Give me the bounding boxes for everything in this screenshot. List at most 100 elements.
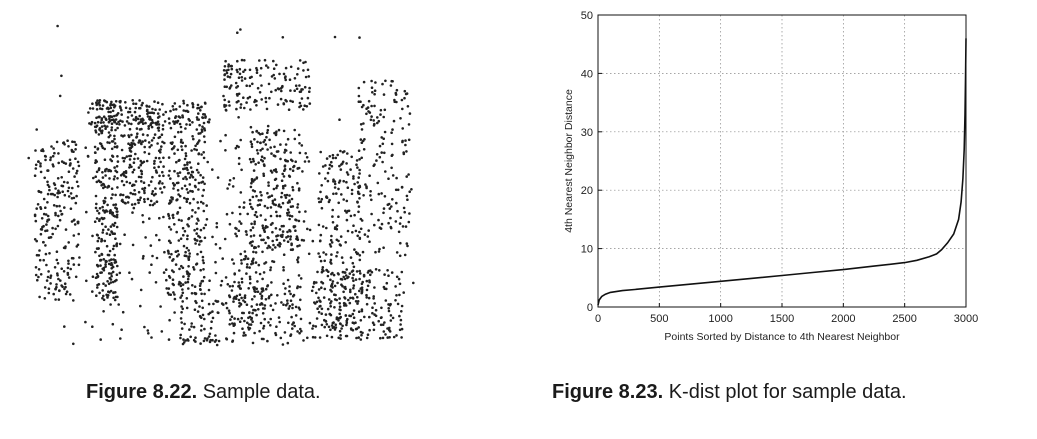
scatter-point <box>214 271 218 275</box>
scatter-point <box>394 299 397 302</box>
scatter-point <box>120 328 123 332</box>
scatter-point <box>27 156 31 160</box>
scatter-point <box>357 94 361 98</box>
scatter-point <box>139 159 143 163</box>
scatter-point <box>182 102 186 105</box>
scatter-point <box>319 233 323 237</box>
scatter-point <box>142 254 145 258</box>
scatter-point <box>203 236 207 240</box>
scatter-point <box>254 271 258 274</box>
scatter-point <box>257 131 261 135</box>
scatter-point <box>254 251 258 254</box>
scatter-point <box>252 160 255 163</box>
scatter-point <box>181 226 185 230</box>
scatter-point <box>191 190 194 193</box>
scatter-point <box>370 270 374 274</box>
scatter-point <box>390 142 394 146</box>
scatter-point <box>151 175 154 179</box>
scatter-point <box>191 121 194 124</box>
scatter-point <box>211 338 214 342</box>
scatter-point <box>360 156 364 160</box>
scatter-point <box>383 321 386 324</box>
scatter-point <box>269 266 273 269</box>
scatter-point <box>359 319 363 322</box>
scatter-point <box>56 24 59 28</box>
scatter-point <box>249 228 253 232</box>
scatter-point <box>366 284 370 288</box>
scatter-point <box>395 251 399 254</box>
scatter-point <box>398 282 402 286</box>
scatter-point <box>128 147 131 150</box>
scatter-point <box>132 102 135 105</box>
scatter-point <box>215 222 219 225</box>
scatter-point <box>274 302 277 305</box>
scatter-point <box>99 121 103 124</box>
scatter-point <box>329 245 333 248</box>
scatter-point <box>176 148 180 152</box>
scatter-point <box>333 180 337 183</box>
scatter-point <box>237 76 241 79</box>
scatter-point <box>235 86 238 89</box>
scatter-point <box>101 104 105 107</box>
scatter-point <box>110 274 113 278</box>
scatter-point <box>194 144 197 148</box>
scatter-point <box>113 253 116 257</box>
scatter-point <box>189 166 193 169</box>
scatter-point <box>39 164 42 168</box>
scatter-point <box>144 139 147 142</box>
scatter-point <box>294 218 297 221</box>
scatter-point <box>113 261 117 264</box>
scatter-point <box>367 110 370 113</box>
scatter-point <box>282 102 286 105</box>
scatter-point <box>248 68 252 72</box>
scatter-point <box>103 200 107 203</box>
scatter-point <box>108 233 112 236</box>
scatter-point <box>395 275 399 279</box>
scatter-point <box>228 104 231 107</box>
scatter-point <box>95 103 98 107</box>
scatter-point <box>84 146 87 149</box>
scatter-point <box>259 214 263 217</box>
scatter-point <box>334 326 338 329</box>
scatter-point <box>382 137 386 140</box>
scatter-point <box>93 151 97 154</box>
scatter-point <box>383 273 386 276</box>
scatter-point <box>95 116 98 120</box>
scatter-point <box>379 323 383 327</box>
scatter-point <box>186 237 189 241</box>
scatter-point <box>151 190 155 193</box>
scatter-point <box>259 292 262 296</box>
scatter-point <box>373 286 376 289</box>
scatter-point <box>52 204 56 207</box>
scatter-point <box>68 164 72 167</box>
scatter-point <box>116 126 119 130</box>
scatter-point <box>334 156 338 160</box>
scatter-point <box>296 206 299 209</box>
scatter-point <box>281 201 285 205</box>
scatter-point <box>143 145 146 149</box>
scatter-point <box>197 188 200 191</box>
x-tick-label: 2000 <box>831 313 855 325</box>
scatter-point <box>380 136 384 139</box>
scatter-point <box>371 306 374 310</box>
scatter-point <box>114 128 117 132</box>
scatter-point <box>130 122 133 126</box>
scatter-point <box>338 164 341 168</box>
scatter-point <box>359 338 363 341</box>
scatter-point <box>162 113 165 116</box>
scatter-point <box>291 185 294 189</box>
scatter-point <box>196 103 200 107</box>
scatter-point <box>200 299 204 303</box>
scatter-point <box>67 241 70 244</box>
scatter-point <box>319 150 323 154</box>
scatter-point <box>289 235 293 238</box>
scatter-point <box>257 161 260 164</box>
scatter-point <box>77 232 80 236</box>
scatter-point <box>267 184 270 187</box>
scatter-point <box>395 88 399 92</box>
scatter-point <box>40 149 43 152</box>
scatter-point <box>153 162 156 165</box>
scatter-point <box>286 302 289 305</box>
scatter-point <box>293 137 297 141</box>
scatter-point <box>370 198 373 202</box>
